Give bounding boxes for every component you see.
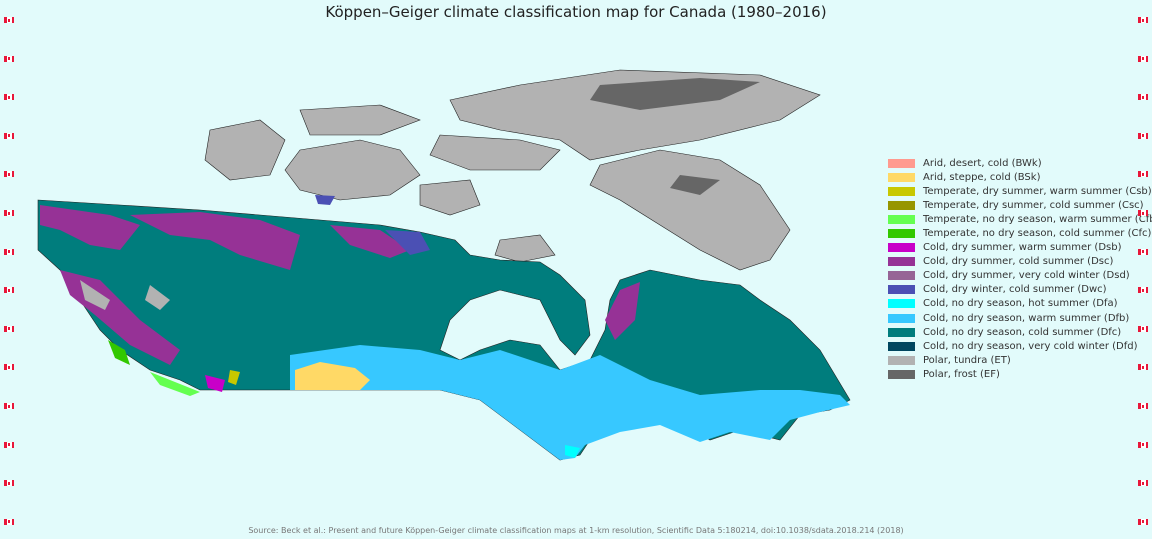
canada-flag-icon [1138, 518, 1148, 525]
legend-label: Temperate, no dry season, warm summer (C… [923, 213, 1152, 225]
canada-flag-icon [1138, 132, 1148, 139]
ice-caps [590, 78, 760, 195]
legend-label: Temperate, dry summer, warm summer (Csb) [923, 185, 1152, 197]
legend-swatch [888, 327, 915, 337]
canada-flag-icon [1138, 17, 1148, 23]
legend-label: Temperate, no dry season, cold summer (C… [923, 228, 1152, 240]
canada-flag-icon [4, 94, 14, 101]
dfa-region [565, 445, 580, 458]
canada-flag-icon [4, 480, 14, 487]
legend-swatch [888, 355, 915, 365]
canada-flag-icon [1138, 364, 1148, 371]
legend-label: Arid, desert, cold (BWk) [923, 157, 1042, 169]
legend-swatch [888, 172, 915, 182]
canada-flag-icon [4, 325, 14, 332]
legend-item: Arid, steppe, cold (BSk) [888, 170, 1152, 184]
legend-label: Cold, dry summer, very cold winter (Dsd) [923, 270, 1130, 282]
legend-item: Temperate, dry summer, warm summer (Csb) [888, 184, 1152, 198]
legend-swatch [888, 299, 915, 309]
legend-item: Arid, desert, cold (BWk) [888, 156, 1152, 170]
legend: Arid, desert, cold (BWk) Arid, steppe, co… [888, 156, 1152, 382]
legend-label: Cold, dry summer, cold summer (Dsc) [923, 256, 1114, 268]
canada-flag-icon [1138, 55, 1148, 62]
legend-label: Cold, dry winter, cold summer (Dwc) [923, 284, 1107, 296]
bsk-region [295, 362, 370, 390]
legend-item: Polar, tundra (ET) [888, 353, 1152, 367]
canada-flag-icon [1138, 480, 1148, 487]
baffin-island [589, 149, 791, 271]
source-caption: Source: Beck et al.: Present and future … [248, 526, 904, 535]
legend-item: Temperate, dry summer, cold summer (Csc) [888, 198, 1152, 212]
canada-flag-icon [4, 518, 14, 525]
legend-swatch [888, 369, 915, 379]
legend-swatch [888, 257, 915, 267]
legend-swatch [888, 243, 915, 253]
canada-flag-icon [4, 287, 14, 294]
canada-flag-icon [1138, 171, 1148, 178]
legend-label: Cold, no dry season, hot summer (Dfa) [923, 298, 1118, 310]
canada-flag-icon [4, 210, 14, 216]
legend-label: Temperate, dry summer, cold summer (Csc) [923, 199, 1144, 211]
coast-regions [80, 280, 240, 396]
southampton-island [494, 234, 556, 263]
canada-flag-icon [1138, 287, 1148, 294]
legend-swatch [888, 214, 915, 224]
map-title: Köppen–Geiger climate classification map… [325, 3, 827, 21]
legend-label: Cold, no dry season, very cold winter (D… [923, 340, 1138, 352]
banks-island [204, 119, 286, 181]
legend-item: Cold, no dry season, very cold winter (D… [888, 339, 1152, 353]
somerset-island [419, 179, 481, 216]
canada-flag-icon [1138, 94, 1148, 101]
legend-item: Cold, dry summer, warm summer (Dsb) [888, 241, 1152, 255]
legend-swatch [888, 285, 915, 295]
legend-label: Polar, tundra (ET) [923, 354, 1011, 366]
victoria-island [284, 139, 421, 201]
legend-item: Cold, no dry season, cold summer (Dfc) [888, 325, 1152, 339]
canada-flag-icon [4, 132, 14, 139]
canada-flag-icon [4, 441, 14, 448]
canada-flag-icon [4, 248, 14, 255]
legend-item: Cold, no dry season, warm summer (Dfb) [888, 311, 1152, 325]
legend-label: Cold, dry summer, warm summer (Dsb) [923, 242, 1122, 254]
canada-flag-icon [4, 403, 14, 409]
canada-flag-icon [1138, 210, 1148, 216]
devon-island [429, 134, 561, 171]
dwc-regions [315, 195, 430, 255]
legend-swatch [888, 186, 915, 196]
legend-item: Cold, dry summer, very cold winter (Dsd) [888, 269, 1152, 283]
legend-item: Polar, frost (EF) [888, 367, 1152, 381]
canada-flag-icon [4, 17, 14, 23]
canada-flag-icon [4, 55, 14, 62]
legend-item: Cold, dry summer, cold summer (Dsc) [888, 255, 1152, 269]
canada-flag-icon [1138, 403, 1148, 409]
melville-island [299, 104, 421, 136]
legend-label: Polar, frost (EF) [923, 368, 1000, 380]
legend-item: Temperate, no dry season, warm summer (C… [888, 212, 1152, 226]
legend-item: Temperate, no dry season, cold summer (C… [888, 226, 1152, 240]
dfb-region [290, 345, 850, 460]
legend-item: Cold, no dry season, hot summer (Dfa) [888, 297, 1152, 311]
legend-label: Cold, no dry season, warm summer (Dfb) [923, 312, 1130, 324]
canada-flag-icon [1138, 248, 1148, 255]
canada-flag-icon [4, 171, 14, 178]
legend-label: Cold, no dry season, cold summer (Dfc) [923, 326, 1122, 338]
canada-flag-icon [1138, 441, 1148, 448]
legend-label: Arid, steppe, cold (BSk) [923, 171, 1041, 183]
canada-flag-icon [4, 364, 14, 371]
legend-swatch [888, 341, 915, 351]
legend-swatch [888, 313, 915, 323]
legend-swatch [888, 200, 915, 210]
legend-swatch [888, 158, 915, 168]
legend-item: Cold, dry winter, cold summer (Dwc) [888, 283, 1152, 297]
legend-swatch [888, 271, 915, 281]
legend-swatch [888, 229, 915, 239]
canada-flag-icon [1138, 325, 1148, 332]
